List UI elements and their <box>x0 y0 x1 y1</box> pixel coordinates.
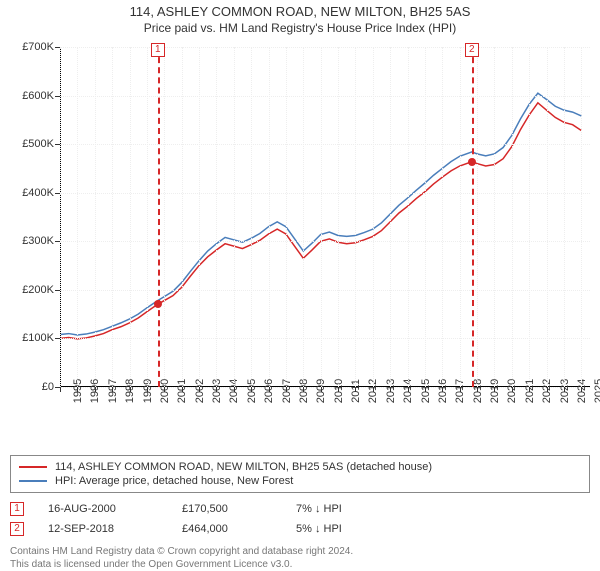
gridline-vertical <box>286 47 287 387</box>
y-axis-label: £400K <box>22 187 60 199</box>
y-axis-label: £600K <box>22 90 60 102</box>
gridline-vertical <box>130 47 131 387</box>
y-axis-label: £100K <box>22 332 60 344</box>
gridline-horizontal <box>60 290 590 291</box>
chart-title: 114, ASHLEY COMMON ROAD, NEW MILTON, BH2… <box>0 0 600 19</box>
sale-marker-line <box>158 47 160 387</box>
gridline-vertical <box>303 47 304 387</box>
gridline-vertical <box>321 47 322 387</box>
sale-row: 1 16-AUG-2000 £170,500 7% ↓ HPI <box>10 499 590 519</box>
sale-delta: 5% ↓ HPI <box>296 523 342 535</box>
gridline-vertical <box>477 47 478 387</box>
gridline-horizontal <box>60 193 590 194</box>
gridline-vertical <box>442 47 443 387</box>
gridline-horizontal <box>60 241 590 242</box>
x-axis-label: 2025 <box>581 379 600 403</box>
gridline-vertical <box>373 47 374 387</box>
sale-index-box: 2 <box>10 522 24 536</box>
gridline-horizontal <box>60 144 590 145</box>
legend-label: 114, ASHLEY COMMON ROAD, NEW MILTON, BH2… <box>55 461 432 473</box>
sale-delta: 7% ↓ HPI <box>296 503 342 515</box>
legend-item: HPI: Average price, detached house, New … <box>19 474 581 488</box>
gridline-vertical <box>547 47 548 387</box>
gridline-vertical <box>494 47 495 387</box>
sale-marker-box: 1 <box>151 43 165 57</box>
legend-swatch <box>19 466 47 468</box>
gridline-vertical <box>60 47 61 387</box>
chart-footer: 114, ASHLEY COMMON ROAD, NEW MILTON, BH2… <box>10 455 590 571</box>
notice-line: Contains HM Land Registry data © Crown c… <box>10 545 590 558</box>
legend-box: 114, ASHLEY COMMON ROAD, NEW MILTON, BH2… <box>10 455 590 493</box>
y-axis-label: £300K <box>22 235 60 247</box>
y-axis-label: £0 <box>42 381 60 393</box>
y-axis-label: £700K <box>22 41 60 53</box>
sale-row: 2 12-SEP-2018 £464,000 5% ↓ HPI <box>10 519 590 539</box>
gridline-vertical <box>147 47 148 387</box>
gridline-horizontal <box>60 96 590 97</box>
sale-date: 12-SEP-2018 <box>48 523 158 535</box>
gridline-vertical <box>408 47 409 387</box>
sale-marker-dot <box>468 158 476 166</box>
gridline-vertical <box>512 47 513 387</box>
y-axis-label: £500K <box>22 138 60 150</box>
chart-container: 114, ASHLEY COMMON ROAD, NEW MILTON, BH2… <box>0 0 600 560</box>
gridline-horizontal <box>60 338 590 339</box>
sale-index-box: 1 <box>10 502 24 516</box>
gridline-vertical <box>529 47 530 387</box>
gridline-vertical <box>234 47 235 387</box>
line-series-svg <box>60 47 590 387</box>
legend-label: HPI: Average price, detached house, New … <box>55 475 293 487</box>
gridline-vertical <box>199 47 200 387</box>
gridline-vertical <box>338 47 339 387</box>
gridline-horizontal <box>60 47 590 48</box>
gridline-vertical <box>269 47 270 387</box>
chart-area: £0£100K£200K£300K£400K£500K£600K£700K199… <box>10 41 590 411</box>
copyright-notice: Contains HM Land Registry data © Crown c… <box>10 545 590 571</box>
plot-area: £0£100K£200K£300K£400K£500K£600K£700K199… <box>60 47 590 387</box>
sales-table: 1 16-AUG-2000 £170,500 7% ↓ HPI 2 12-SEP-2018… <box>10 499 590 539</box>
sale-price: £170,500 <box>182 503 272 515</box>
gridline-vertical <box>251 47 252 387</box>
gridline-vertical <box>77 47 78 387</box>
gridline-vertical <box>564 47 565 387</box>
gridline-vertical <box>216 47 217 387</box>
legend-swatch <box>19 480 47 482</box>
sale-marker-line <box>472 47 474 387</box>
gridline-vertical <box>390 47 391 387</box>
gridline-vertical <box>355 47 356 387</box>
gridline-vertical <box>95 47 96 387</box>
sale-price: £464,000 <box>182 523 272 535</box>
gridline-vertical <box>164 47 165 387</box>
legend-item: 114, ASHLEY COMMON ROAD, NEW MILTON, BH2… <box>19 460 581 474</box>
sale-date: 16-AUG-2000 <box>48 503 158 515</box>
gridline-vertical <box>182 47 183 387</box>
y-axis-label: £200K <box>22 284 60 296</box>
gridline-vertical <box>425 47 426 387</box>
chart-subtitle: Price paid vs. HM Land Registry's House … <box>0 19 600 41</box>
sale-marker-box: 2 <box>465 43 479 57</box>
gridline-vertical <box>112 47 113 387</box>
gridline-vertical <box>581 47 582 387</box>
sale-marker-dot <box>154 300 162 308</box>
gridline-vertical <box>460 47 461 387</box>
